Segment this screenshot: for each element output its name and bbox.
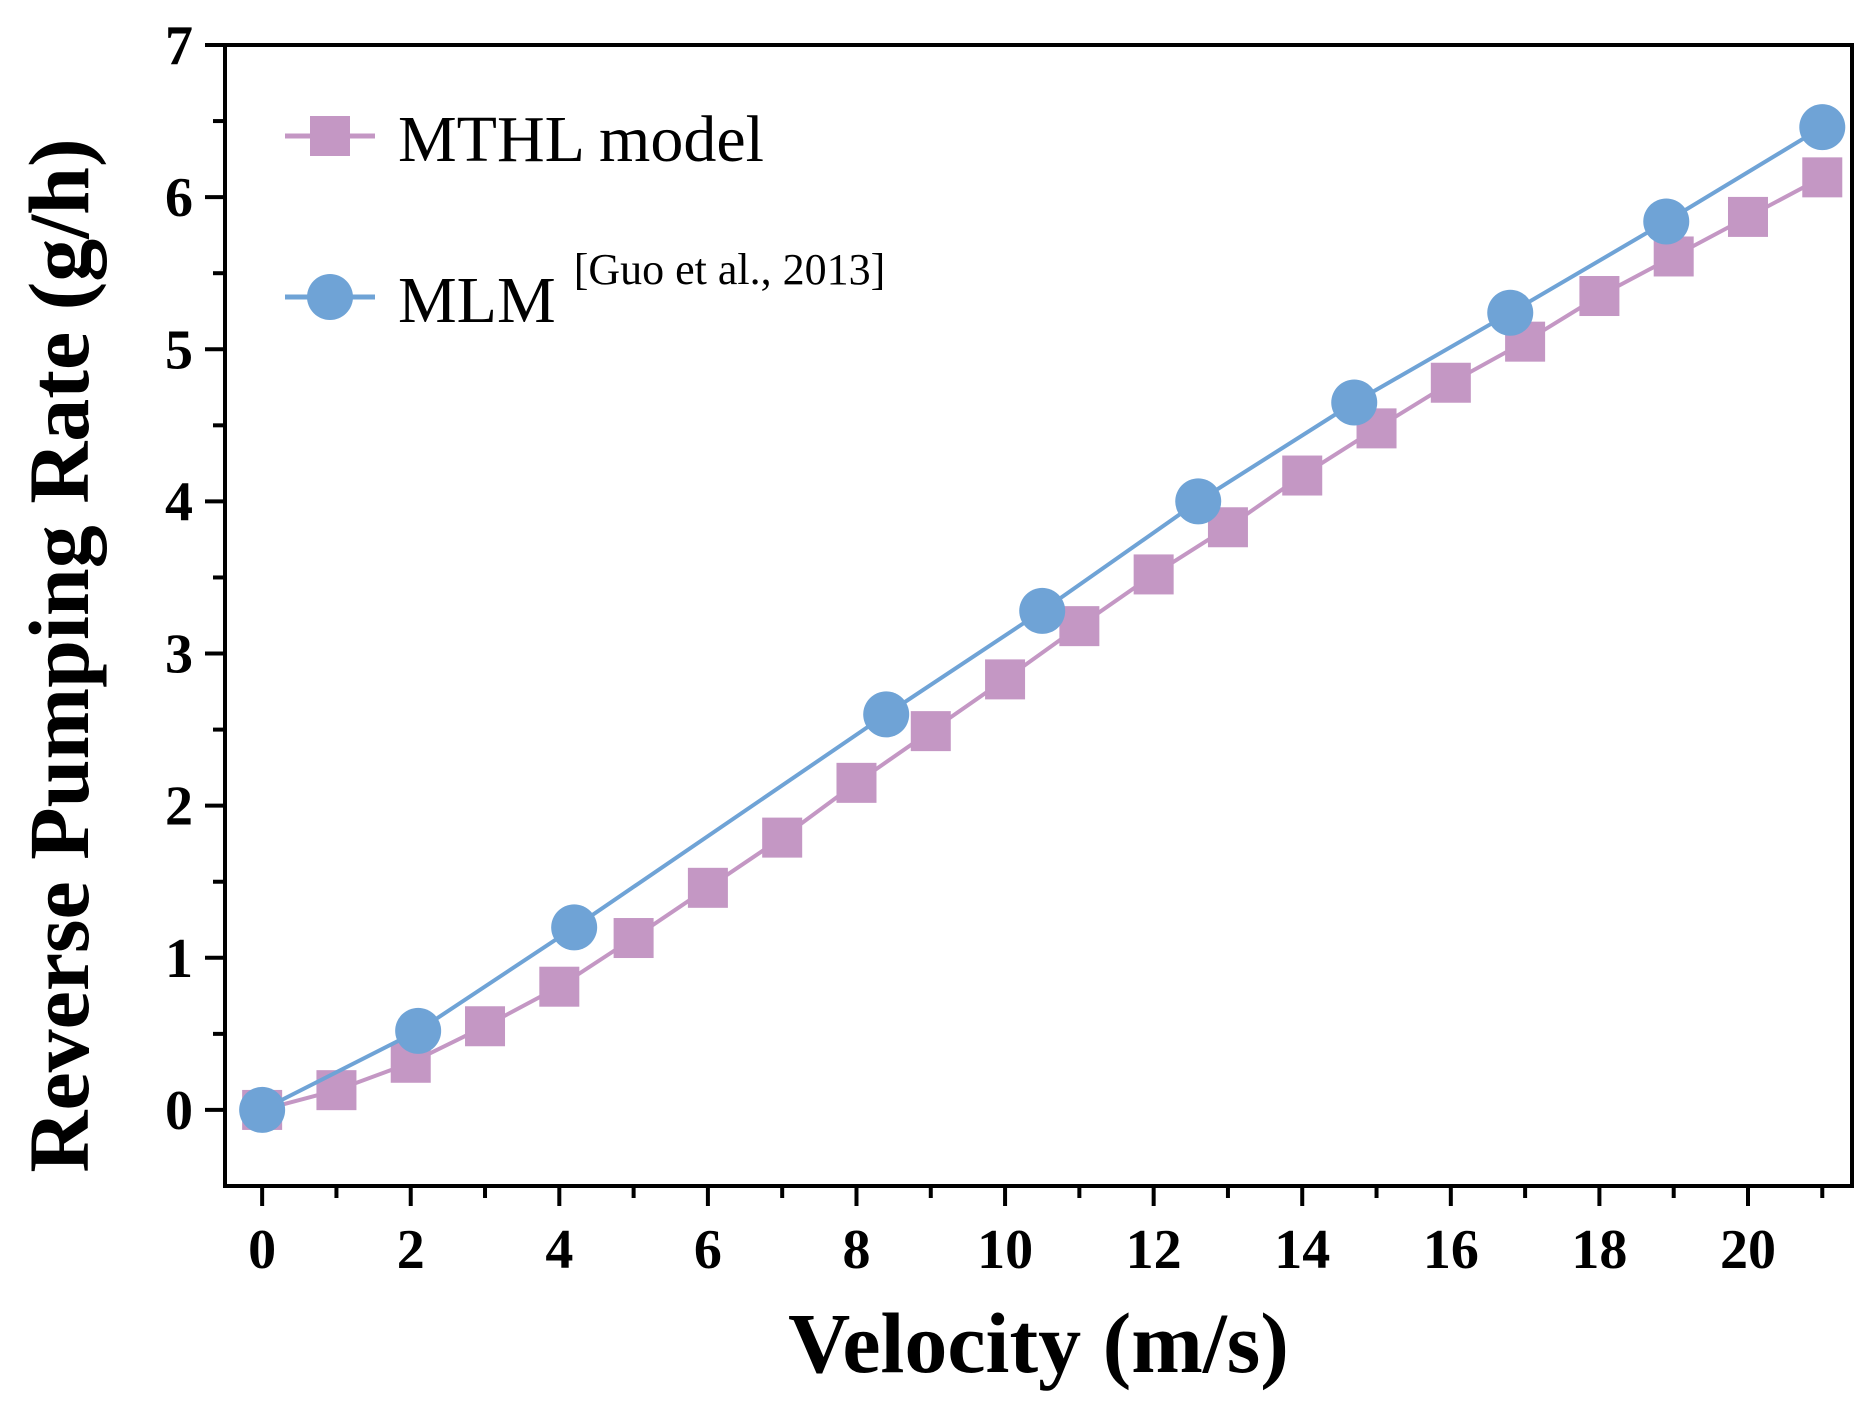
data-point-square	[1430, 362, 1471, 403]
plot-frame	[223, 43, 1854, 1188]
y-tick-label: 0	[165, 1080, 193, 1142]
data-point-square	[687, 867, 728, 908]
data-point-square	[910, 711, 951, 752]
data-point-square	[539, 966, 580, 1007]
data-point-circle	[551, 904, 598, 951]
x-tick-label: 4	[545, 1219, 573, 1281]
x-tick-label: 6	[694, 1219, 722, 1281]
legend-marker-circle	[307, 274, 353, 320]
x-tick-label: 12	[1126, 1219, 1182, 1281]
series-line	[261, 125, 1824, 1112]
legend-citation: [Guo et al., 2013]	[574, 245, 886, 294]
series-line	[261, 175, 1824, 1112]
x-tick-label: 20	[1720, 1219, 1776, 1281]
data-point-square	[836, 762, 877, 803]
data-point-square	[1059, 606, 1100, 647]
data-point-square	[1802, 157, 1843, 198]
x-tick-label: 0	[248, 1219, 276, 1281]
legend-entry: MTHL model	[285, 103, 764, 176]
data-point-circle	[1019, 587, 1066, 634]
data-point-square	[1133, 554, 1174, 595]
series-layer	[239, 104, 1846, 1133]
y-tick-label: 6	[165, 167, 193, 229]
x-tick-label: 16	[1423, 1219, 1479, 1281]
data-point-square	[1579, 276, 1620, 317]
series-square	[242, 157, 1843, 1130]
x-axis-title: Velocity (m/s)	[788, 1295, 1289, 1391]
data-point-square	[613, 918, 654, 959]
data-point-circle	[1487, 289, 1534, 336]
x-tick-label: 10	[977, 1219, 1033, 1281]
y-tick-label: 2	[165, 776, 193, 838]
data-point-circle	[1331, 379, 1378, 426]
data-point-circle	[395, 1007, 442, 1054]
legend-label: MLM [Guo et al., 2013]	[398, 245, 885, 337]
data-point-square	[1727, 196, 1768, 237]
data-point-circle	[1643, 198, 1690, 245]
y-tick-label: 5	[165, 319, 193, 381]
data-point-circle	[1799, 104, 1846, 151]
legend-entry: MLM [Guo et al., 2013]	[285, 245, 885, 337]
x-tick-label: 2	[397, 1219, 425, 1281]
y-axis-title: Reverse Pumping Rate (g/h)	[11, 138, 107, 1172]
data-point-circle	[1175, 478, 1222, 525]
y-tick-label: 7	[165, 15, 193, 77]
x-tick-label: 14	[1274, 1219, 1330, 1281]
x-tick-label: 8	[842, 1219, 870, 1281]
legend-marker-square	[310, 116, 350, 156]
y-tick-label: 4	[165, 471, 193, 533]
data-point-square	[1282, 455, 1323, 496]
data-point-circle	[863, 691, 910, 738]
y-tick-label: 1	[165, 928, 193, 990]
y-tick-label: 3	[165, 624, 193, 686]
series-circle	[239, 104, 1846, 1133]
legend: MTHL model MLM [Guo et al., 2013]	[285, 103, 885, 337]
data-point-square	[465, 1006, 506, 1047]
data-point-circle	[239, 1086, 286, 1133]
legend-label: MTHL model	[398, 103, 764, 176]
x-tick-label: 18	[1571, 1219, 1627, 1281]
data-point-square	[985, 659, 1026, 700]
data-point-square	[762, 817, 803, 858]
data-point-square	[316, 1070, 357, 1111]
